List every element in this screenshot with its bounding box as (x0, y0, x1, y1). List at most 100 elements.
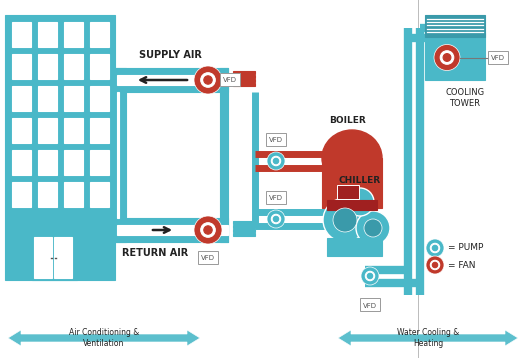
Bar (233, 229, 255, 232)
Bar (90, 150, 109, 175)
Bar (64, 54, 83, 79)
Bar (90, 22, 109, 47)
Circle shape (356, 211, 390, 245)
Circle shape (274, 158, 279, 164)
Bar (12, 118, 31, 143)
Circle shape (346, 188, 374, 216)
Bar (38, 54, 57, 79)
Bar (90, 182, 109, 207)
Bar (12, 150, 31, 175)
Circle shape (274, 216, 279, 222)
Circle shape (271, 214, 281, 224)
Circle shape (333, 208, 357, 232)
Circle shape (204, 76, 212, 84)
Circle shape (440, 51, 454, 64)
Circle shape (323, 198, 367, 242)
Circle shape (432, 262, 438, 268)
Circle shape (204, 226, 212, 234)
Circle shape (194, 66, 222, 94)
Text: SUPPLY AIR: SUPPLY AIR (138, 50, 201, 60)
Bar (110, 68, 126, 242)
Text: BOILER: BOILER (329, 116, 365, 125)
Circle shape (364, 219, 382, 237)
Text: CHILLER: CHILLER (339, 176, 381, 185)
Circle shape (426, 239, 444, 257)
Bar (360, 298, 380, 311)
Bar (38, 86, 57, 111)
Polygon shape (8, 330, 200, 346)
Bar (117, 225, 228, 235)
Text: VFD: VFD (269, 137, 283, 144)
Text: = PUMP: = PUMP (448, 243, 483, 252)
Bar (90, 118, 109, 143)
Polygon shape (338, 330, 518, 346)
Text: VFD: VFD (363, 303, 377, 309)
Bar (233, 79, 255, 82)
Bar (327, 200, 377, 210)
Circle shape (267, 210, 285, 228)
Bar (220, 73, 240, 86)
Circle shape (271, 156, 281, 166)
Text: Water Cooling &
Heating: Water Cooling & Heating (397, 328, 459, 348)
Circle shape (430, 243, 440, 253)
Bar (64, 150, 83, 175)
Bar (233, 221, 255, 224)
Bar (38, 182, 57, 207)
Bar (337, 185, 359, 199)
Bar (327, 238, 382, 256)
Circle shape (361, 267, 379, 285)
Bar (266, 133, 286, 146)
Bar (117, 92, 119, 218)
Bar (12, 54, 31, 79)
Bar (90, 54, 109, 79)
Bar (34, 237, 52, 278)
Bar (233, 233, 255, 236)
Bar (38, 22, 57, 47)
Bar (38, 118, 57, 143)
Circle shape (426, 256, 444, 274)
Text: = FAN: = FAN (448, 261, 476, 270)
Bar (64, 86, 83, 111)
Ellipse shape (322, 130, 382, 186)
Text: VFD: VFD (269, 195, 283, 202)
Bar (32, 235, 77, 280)
Bar (117, 75, 228, 85)
Bar (233, 225, 255, 228)
Circle shape (267, 152, 285, 170)
Bar (322, 158, 382, 208)
Circle shape (367, 273, 373, 279)
Bar (220, 68, 228, 242)
Bar (233, 71, 255, 74)
Circle shape (432, 245, 438, 251)
Circle shape (201, 223, 215, 237)
Text: VFD: VFD (201, 256, 215, 261)
Circle shape (434, 44, 460, 71)
Bar (12, 86, 31, 111)
Bar (64, 182, 83, 207)
Circle shape (365, 271, 375, 281)
Text: VFD: VFD (223, 77, 237, 83)
Text: VFD: VFD (491, 55, 505, 61)
Bar (54, 237, 72, 278)
Circle shape (443, 54, 451, 62)
Bar (425, 33, 485, 80)
Bar (12, 22, 31, 47)
Bar (266, 191, 286, 204)
Bar (488, 50, 508, 63)
Bar (64, 22, 83, 47)
Bar (198, 251, 218, 264)
Bar (12, 182, 31, 207)
Text: COOLING
TOWER: COOLING TOWER (445, 88, 484, 108)
Bar (425, 15, 485, 37)
Bar (110, 218, 228, 242)
Bar (233, 83, 255, 86)
Bar (38, 150, 57, 175)
Circle shape (430, 260, 440, 270)
Bar (110, 68, 228, 92)
Bar (90, 86, 109, 111)
Bar (233, 75, 255, 78)
Text: Air Conditioning &
Ventilation: Air Conditioning & Ventilation (69, 328, 139, 348)
Circle shape (194, 216, 222, 244)
Bar (5, 15, 115, 280)
Bar (64, 118, 83, 143)
